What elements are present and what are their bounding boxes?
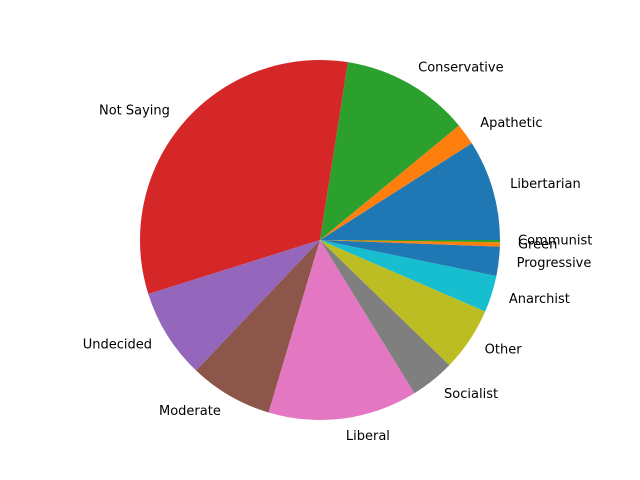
pie-label-anarchist: Anarchist [509, 292, 570, 307]
pie-slice-moderate [196, 240, 320, 413]
pie-label-undecided: Undecided [83, 337, 152, 352]
pie-slice-liberal [268, 240, 415, 421]
pie-label-green: Green [518, 237, 557, 252]
pie-slice-undecided [148, 240, 320, 371]
pie-label-not-saying: Not Saying [99, 103, 170, 118]
pie-slice-other [320, 240, 486, 366]
pie-slice-socialist [320, 240, 450, 394]
pie-slice-communist [320, 240, 501, 243]
pie-slice-apathetic [320, 125, 472, 240]
pie-slice-progressive [320, 240, 500, 276]
pie-labels: Libertarian Apathetic Conservative Not Sayi… [83, 61, 593, 444]
pie-label-communist: Communist [518, 234, 592, 249]
pie-slice-anarchist [320, 240, 497, 312]
pie-label-conservative: Conservative [418, 61, 503, 76]
pie-label-moderate: Moderate [159, 404, 221, 419]
pie-slice-conservative [320, 62, 459, 240]
pie-label-liberal: Liberal [346, 429, 390, 444]
pie-label-apathetic: Apathetic [480, 116, 542, 131]
pie-slice-green [320, 240, 500, 247]
pie-label-socialist: Socialist [444, 387, 498, 402]
pie-label-libertarian: Libertarian [510, 177, 581, 192]
pie-label-progressive: Progressive [517, 256, 592, 271]
pie-slice-not-saying [140, 59, 348, 295]
pie-label-other: Other [485, 342, 523, 357]
pie-slices [140, 59, 501, 421]
pie-slice-libertarian [320, 143, 500, 240]
